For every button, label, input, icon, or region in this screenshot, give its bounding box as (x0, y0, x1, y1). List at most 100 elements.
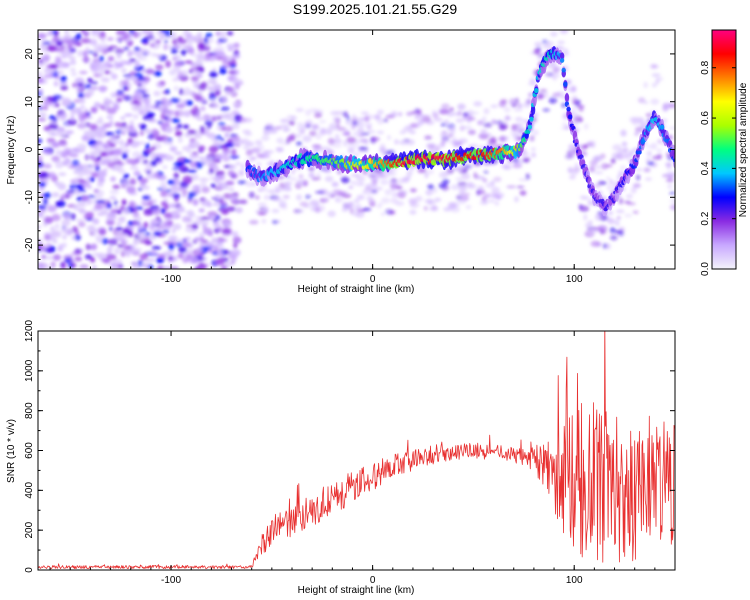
noise-blob (108, 143, 116, 148)
noise-blob (296, 141, 302, 146)
noise-blob (106, 253, 117, 261)
noise-blob (89, 150, 100, 157)
noise-blob (44, 255, 55, 260)
noise-blob (120, 116, 126, 120)
noise-blob (425, 199, 435, 203)
noise-blob (111, 139, 120, 144)
y-tick-label: -10 (24, 190, 35, 205)
noise-blob (123, 46, 130, 51)
noise-blob (42, 148, 52, 156)
noise-blob (90, 106, 98, 114)
noise-blob (330, 194, 335, 198)
noise-blob (570, 85, 577, 93)
noise-blob (263, 129, 268, 136)
noise-blob (211, 53, 221, 60)
noise-blob (315, 190, 325, 194)
noise-blob (494, 192, 505, 199)
noise-blob (211, 116, 217, 122)
noise-blob (233, 81, 238, 89)
noise-blob (614, 229, 623, 234)
noise-blob (43, 67, 50, 74)
noise-blob (159, 105, 169, 110)
noise-blob (162, 266, 172, 269)
noise-blob (144, 30, 154, 35)
ridge-cell (527, 124, 533, 130)
noise-blob (220, 137, 225, 142)
noise-blob (646, 150, 652, 157)
noise-blob (187, 90, 195, 96)
noise-blob (95, 199, 106, 204)
noise-blob (122, 74, 133, 78)
noise-blob (181, 92, 190, 96)
noise-blob (594, 171, 604, 175)
noise-blob (48, 265, 54, 269)
noise-blob (651, 155, 662, 160)
noise-blob (133, 31, 139, 39)
noise-blob (148, 224, 155, 231)
noise-blob (99, 70, 104, 77)
noise-blob (636, 174, 641, 181)
noise-blob (158, 34, 166, 41)
noise-blob (69, 150, 76, 155)
noise-blob (95, 127, 103, 135)
noise-blob (112, 258, 123, 266)
noise-blob (38, 76, 44, 84)
noise-blob (550, 31, 558, 37)
noise-blob (145, 68, 155, 75)
noise-blob (38, 238, 43, 243)
noise-blob (305, 123, 312, 129)
noise-blob (379, 174, 390, 179)
noise-blob (176, 206, 186, 213)
colorbar-tick-label: 0.0 (700, 262, 711, 276)
noise-blob (175, 242, 183, 248)
noise-blob (161, 97, 168, 102)
noise-blob (557, 3, 561, 7)
noise-blob (90, 61, 99, 69)
noise-blob (187, 192, 194, 201)
noise-blob (96, 181, 104, 187)
noise-blob (309, 199, 320, 207)
noise-blob (362, 207, 372, 212)
noise-blob (197, 263, 207, 269)
noise-blob (155, 216, 161, 221)
noise-blob (202, 127, 210, 135)
noise-blob (93, 51, 98, 58)
noise-blob (584, 222, 592, 228)
noise-blob (92, 265, 97, 269)
noise-blob (167, 179, 175, 185)
noise-blob (542, 12, 549, 18)
noise-blob (630, 186, 637, 194)
noise-blob (595, 215, 603, 222)
noise-blob (141, 69, 147, 73)
noise-blob (118, 233, 129, 239)
noise-blob (181, 70, 188, 76)
noise-blob (510, 132, 520, 136)
noise-blob (376, 204, 382, 209)
noise-blob (342, 140, 348, 147)
noise-blob (106, 213, 117, 222)
noise-blob (133, 170, 141, 177)
noise-blob (311, 124, 319, 130)
noise-blob (75, 218, 85, 223)
noise-blob (160, 190, 168, 198)
noise-blob (592, 155, 600, 162)
noise-blob (588, 165, 596, 173)
noise-blob (376, 117, 385, 125)
noise-blob (185, 249, 194, 255)
noise-blob (516, 185, 525, 189)
noise-blob (138, 110, 146, 115)
noise-blob (621, 141, 628, 147)
noise-blob (455, 118, 465, 123)
noise-blob (215, 214, 221, 221)
noise-blob (46, 137, 56, 143)
noise-blob (82, 166, 89, 173)
noise-blob (593, 183, 601, 189)
noise-blob (222, 155, 230, 162)
noise-blob (137, 259, 144, 267)
noise-blob (74, 256, 83, 262)
noise-blob (531, 152, 537, 158)
noise-blob (38, 88, 44, 95)
noise-blob (607, 209, 613, 216)
noise-blob (217, 183, 222, 191)
noise-blob (207, 249, 215, 253)
